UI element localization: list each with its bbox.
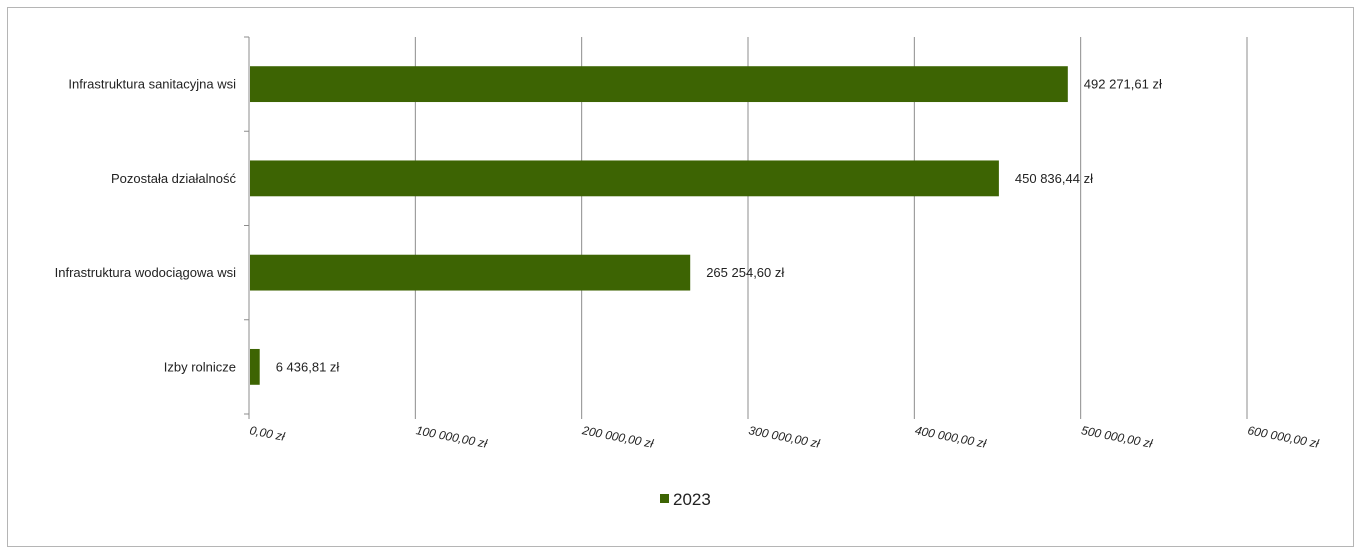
x-tick-label: 600 000,00 zł	[1246, 423, 1320, 451]
category-label: Infrastruktura wodociągowa wsi	[55, 265, 236, 280]
data-label: 6 436,81 zł	[276, 359, 340, 374]
category-label: Infrastruktura sanitacyjna wsi	[68, 77, 236, 92]
x-tick-label: 400 000,00 zł	[914, 423, 988, 451]
x-tick-label: 200 000,00 zł	[580, 423, 655, 451]
legend: 2023	[660, 490, 711, 509]
bar	[250, 66, 1068, 103]
legend-label: 2023	[673, 490, 711, 509]
bar	[250, 160, 999, 197]
x-tick-label: 100 000,00 zł	[415, 423, 489, 451]
axes	[244, 36, 1248, 419]
category-label: Izby rolnicze	[164, 359, 236, 374]
bar	[250, 254, 691, 291]
data-labels: 492 271,61 zł 450 836,44 zł 265 254,60 zł 6…	[276, 77, 1162, 375]
legend-swatch	[660, 494, 669, 503]
x-tick-label: 0,00 zł	[248, 423, 286, 444]
data-label: 450 836,44 zł	[1015, 171, 1093, 186]
category-labels: Infrastruktura sanitacyjna wsi Pozostała …	[55, 77, 237, 375]
bar	[250, 348, 260, 385]
x-tick-labels: 0,00 zł 100 000,00 zł 200 000,00 zł 300 000…	[248, 423, 1320, 451]
category-label: Pozostała działalność	[111, 171, 237, 186]
bars	[250, 66, 1068, 385]
x-tick-label: 500 000,00 zł	[1080, 423, 1154, 451]
x-tick-label: 300 000,00 zł	[747, 423, 821, 451]
bar-chart: Infrastruktura sanitacyjna wsi Pozostała …	[55, 36, 1320, 509]
data-label: 492 271,61 zł	[1084, 77, 1162, 92]
data-label: 265 254,60 zł	[706, 265, 784, 280]
